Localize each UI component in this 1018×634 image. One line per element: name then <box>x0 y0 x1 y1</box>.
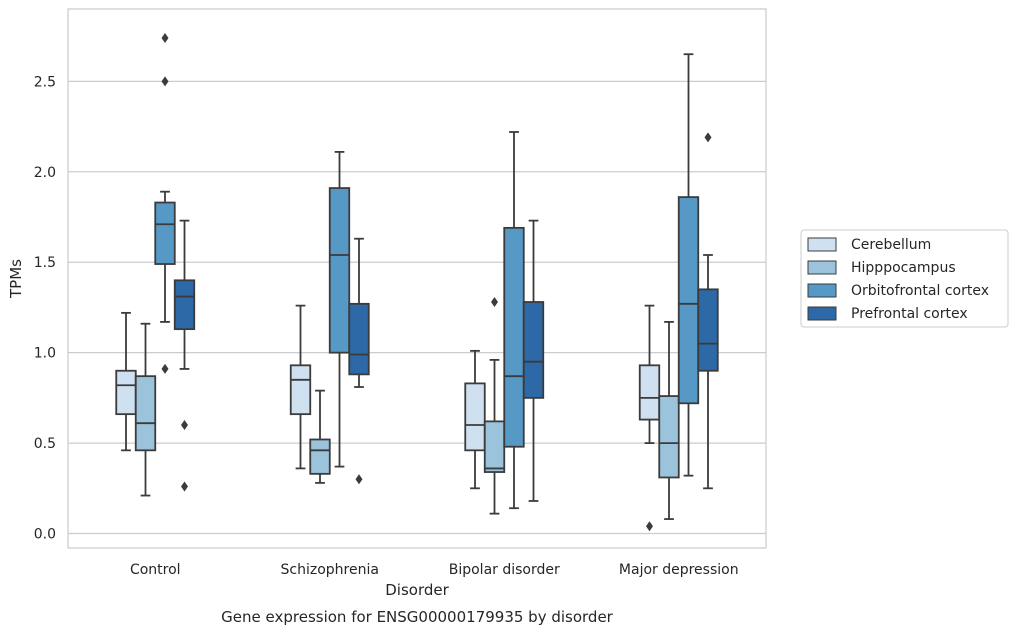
box-iqr <box>348 302 370 376</box>
box-iqr <box>677 196 700 405</box>
box-cerebellum <box>289 304 312 470</box>
box-hipppocampus <box>309 389 331 484</box>
legend-label: Cerebellum <box>851 237 931 253</box>
box-iqr <box>503 226 525 448</box>
box-plot-marks <box>115 32 719 532</box>
legend-swatch <box>807 283 837 298</box>
plot-area-frame <box>67 8 767 549</box>
x-axis-label: Disorder <box>385 581 449 599</box>
box-iqr <box>309 438 331 475</box>
box-iqr <box>522 301 545 399</box>
box-hipppocampus <box>134 322 157 497</box>
legend-label: Prefrontal cortex <box>851 306 968 322</box>
y-tick-label: 1.0 <box>34 346 56 362</box>
x-tick-label: Bipolar disorder <box>449 562 560 578</box>
box-iqr <box>697 288 719 372</box>
y-tick-label: 0.0 <box>34 527 56 543</box>
box-orbitofrontal-cortex <box>328 150 351 468</box>
y-axis-label: TPMs <box>7 259 25 299</box>
y-axis-ticks: 0.0 0.5 1.0 1.5 2.0 2.5 <box>34 74 56 542</box>
box-iqr <box>134 375 157 452</box>
legend: Cerebellum Hipppocampus Orbitofrontal cort… <box>800 229 1009 328</box>
outlier-point <box>355 474 363 485</box>
box-iqr <box>328 187 351 354</box>
box-hipppocampus <box>483 297 506 515</box>
outlier-point <box>704 132 712 143</box>
chart-caption: Gene expression for ENSG00000179935 by d… <box>221 608 614 626</box>
legend-swatch <box>807 237 837 252</box>
outlier-point <box>491 297 498 308</box>
outlier-point <box>646 521 653 532</box>
box-prefrontal-cortex <box>173 219 196 492</box>
box-prefrontal-cortex <box>348 237 370 485</box>
box-prefrontal-cortex <box>522 219 545 502</box>
box-cerebellum <box>115 311 137 452</box>
legend-swatch <box>807 306 837 321</box>
outlier-point <box>161 363 169 374</box>
outlier-point <box>181 420 188 431</box>
outlier-point <box>161 32 169 43</box>
y-tick-label: 2.5 <box>34 74 56 90</box>
box-hipppocampus <box>658 321 680 520</box>
legend-label: Hipppocampus <box>851 260 956 276</box>
box-iqr <box>154 201 176 265</box>
box-iqr <box>483 420 506 473</box>
x-tick-label: Schizophrenia <box>281 562 379 578</box>
box-prefrontal-cortex <box>697 132 719 490</box>
box-iqr <box>464 382 486 452</box>
outlier-point <box>181 481 188 492</box>
box-iqr <box>173 279 196 331</box>
box-orbitofrontal-cortex <box>154 32 176 374</box>
box-cerebellum <box>638 304 661 532</box>
box-iqr <box>658 395 680 479</box>
y-tick-label: 0.5 <box>34 436 56 452</box>
box-iqr <box>115 369 137 416</box>
x-tick-label: Major depression <box>619 562 739 578</box>
box-iqr <box>638 364 661 421</box>
x-tick-label: Control <box>130 562 181 578</box>
box-orbitofrontal-cortex <box>503 131 525 510</box>
y-tick-label: 1.5 <box>34 255 56 271</box>
box-orbitofrontal-cortex <box>677 53 700 477</box>
outlier-point <box>161 76 169 87</box>
legend-swatch <box>807 260 837 275</box>
box-cerebellum <box>464 349 486 490</box>
legend-frame <box>800 229 1009 328</box>
legend-label: Orbitofrontal cortex <box>851 283 989 299</box>
box-iqr <box>289 364 312 416</box>
y-tick-label: 2.0 <box>34 165 56 181</box>
x-axis-ticks: Control Schizophrenia Bipolar disorder Majo… <box>130 562 739 578</box>
